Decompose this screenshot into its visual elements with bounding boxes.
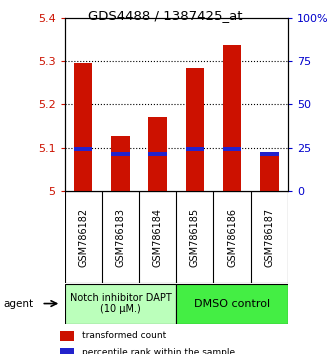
Text: agent: agent [3, 298, 33, 309]
Bar [176, 284, 288, 324]
Bar [111, 136, 130, 191]
Bar [260, 153, 279, 191]
Bar [60, 331, 74, 341]
Bar [223, 147, 241, 151]
Text: GDS4488 / 1387425_at: GDS4488 / 1387425_at [88, 9, 243, 22]
Text: DMSO control: DMSO control [194, 298, 270, 309]
Bar [223, 45, 241, 191]
Text: Notch inhibitor DAPT
(10 μM.): Notch inhibitor DAPT (10 μM.) [70, 293, 171, 314]
Bar [186, 68, 204, 191]
Bar [186, 147, 204, 151]
Text: GSM786185: GSM786185 [190, 207, 200, 267]
Bar [148, 116, 167, 191]
Text: GSM786187: GSM786187 [264, 207, 274, 267]
Bar [148, 152, 167, 156]
Bar [260, 152, 279, 156]
Text: percentile rank within the sample: percentile rank within the sample [81, 348, 235, 354]
Text: GSM786182: GSM786182 [78, 207, 88, 267]
Text: GSM786183: GSM786183 [116, 208, 125, 267]
Bar [74, 147, 92, 151]
Text: GSM786184: GSM786184 [153, 208, 163, 267]
Bar [65, 284, 176, 324]
Bar [74, 63, 92, 191]
Text: GSM786186: GSM786186 [227, 208, 237, 267]
Text: transformed count: transformed count [81, 331, 166, 340]
Bar [60, 348, 74, 354]
Bar [111, 152, 130, 156]
